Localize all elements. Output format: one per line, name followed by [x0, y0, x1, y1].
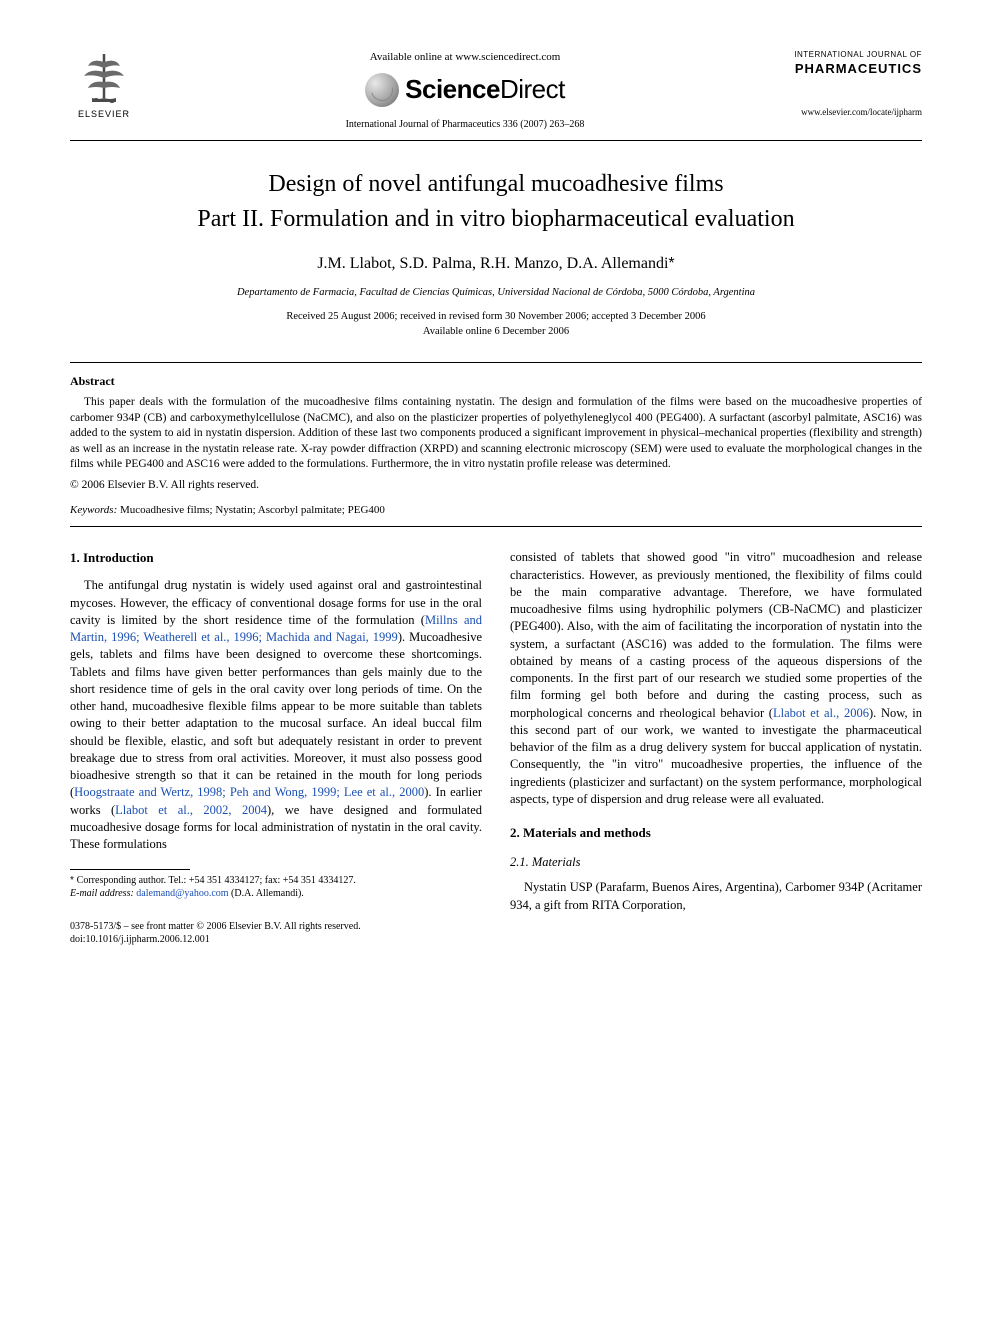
- keywords-line: Keywords: Mucoadhesive films; Nystatin; …: [70, 503, 922, 518]
- footnote-email-label: E-mail address:: [70, 888, 134, 899]
- footnote-email-author: (D.A. Allemandi).: [231, 888, 304, 899]
- header-center: Available online at www.sciencedirect.co…: [138, 50, 792, 132]
- section-1-heading: 1. Introduction: [70, 549, 482, 567]
- sciencedirect-ball-icon: [365, 73, 399, 107]
- sciencedirect-logo: ScienceDirect: [158, 71, 772, 107]
- elsevier-tree-icon: [74, 50, 134, 106]
- footer-doi: doi:10.1016/j.ijpharm.2006.12.001: [70, 933, 482, 946]
- available-online-text: Available online at www.sciencedirect.co…: [158, 50, 772, 65]
- journal-citation: International Journal of Pharmaceutics 3…: [158, 118, 772, 132]
- abstract-top-divider: [70, 362, 922, 363]
- footnote-divider: [70, 869, 190, 870]
- abstract-bottom-divider: [70, 526, 922, 527]
- footnote-block: * Corresponding author. Tel.: +54 351 43…: [70, 874, 482, 900]
- ref-link-3[interactable]: Llabot et al., 2002, 2004: [115, 803, 267, 817]
- elsevier-label: ELSEVIER: [78, 108, 130, 121]
- journal-name-line2: PHARMACEUTICS: [792, 60, 922, 78]
- header-divider: [70, 140, 922, 141]
- left-column: 1. Introduction The antifungal drug nyst…: [70, 549, 482, 946]
- affiliation: Departamento de Farmacia, Facultad de Ci…: [70, 286, 922, 301]
- article-dates: Received 25 August 2006; received in rev…: [70, 310, 922, 339]
- abstract-block: Abstract This paper deals with the formu…: [70, 373, 922, 519]
- materials-paragraph: Nystatin USP (Parafarm, Buenos Aires, Ar…: [510, 879, 922, 914]
- footnote-email[interactable]: dalemand@yahoo.com: [136, 888, 228, 899]
- footer-block: 0378-5173/$ – see front matter © 2006 El…: [70, 920, 482, 946]
- sciencedirect-text: ScienceDirect: [405, 71, 565, 107]
- keywords-text: Mucoadhesive films; Nystatin; Ascorbyl p…: [120, 504, 385, 516]
- section-2-heading: 2. Materials and methods: [510, 824, 922, 842]
- right-column: consisted of tablets that showed good "i…: [510, 549, 922, 946]
- elsevier-logo: ELSEVIER: [70, 50, 138, 125]
- journal-name-block: INTERNATIONAL JOURNAL OF PHARMACEUTICS w…: [792, 50, 922, 118]
- subsection-2-1-heading: 2.1. Materials: [510, 854, 922, 871]
- corresponding-marker: *: [668, 255, 674, 272]
- body-columns: 1. Introduction The antifungal drug nyst…: [70, 549, 922, 946]
- article-title-line1: Design of novel antifungal mucoadhesive …: [70, 169, 922, 200]
- intro-continued: consisted of tablets that showed good "i…: [510, 549, 922, 808]
- footnote-corresponding: * Corresponding author. Tel.: +54 351 43…: [70, 874, 482, 887]
- keywords-label: Keywords:: [70, 504, 117, 516]
- header-region: ELSEVIER Available online at www.science…: [70, 50, 922, 132]
- authors-text: J.M. Llabot, S.D. Palma, R.H. Manzo, D.A…: [317, 255, 668, 272]
- journal-url: www.elsevier.com/locate/ijpharm: [792, 106, 922, 119]
- footnote-email-line: E-mail address: dalemand@yahoo.com (D.A.…: [70, 887, 482, 900]
- ref-link-2[interactable]: Hoogstraate and Wertz, 1998; Peh and Won…: [74, 785, 424, 799]
- copyright-line: © 2006 Elsevier B.V. All rights reserved…: [70, 477, 922, 493]
- ref-link-4[interactable]: Llabot et al., 2006: [773, 706, 869, 720]
- journal-name-line1: INTERNATIONAL JOURNAL OF: [792, 50, 922, 60]
- dates-line1: Received 25 August 2006; received in rev…: [70, 310, 922, 325]
- intro-paragraph: The antifungal drug nystatin is widely u…: [70, 577, 482, 853]
- footer-line1: 0378-5173/$ – see front matter © 2006 El…: [70, 920, 482, 933]
- article-title-line2: Part II. Formulation and in vitro biopha…: [70, 204, 922, 235]
- dates-line2: Available online 6 December 2006: [70, 325, 922, 340]
- abstract-body: This paper deals with the formulation of…: [70, 395, 922, 473]
- abstract-heading: Abstract: [70, 373, 922, 390]
- authors-line: J.M. Llabot, S.D. Palma, R.H. Manzo, D.A…: [70, 253, 922, 275]
